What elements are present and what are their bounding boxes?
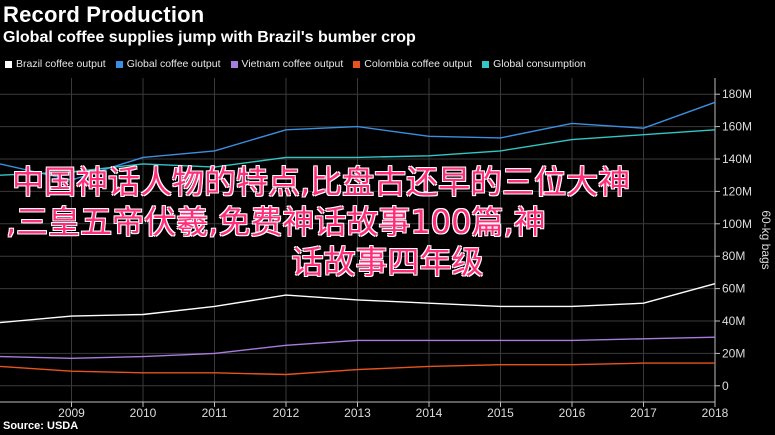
legend-item: Colombia coffee output <box>353 58 472 70</box>
y-tick-label: 60M <box>722 282 745 296</box>
series-line-brazil-coffee-output <box>0 283 716 324</box>
overlay-line-2: ,三皇五帝伏羲,免费神话故事100篇,神 <box>6 203 546 241</box>
source-note: Source: USDA <box>3 420 79 432</box>
series-line-global-consumption <box>0 129 716 176</box>
y-tick-label: 40M <box>722 314 745 328</box>
x-tick-label: 2014 <box>416 406 443 420</box>
legend-label: Brazil coffee output <box>16 58 106 70</box>
x-tick-label: 2010 <box>130 406 157 420</box>
x-tick-label: 2012 <box>273 406 300 420</box>
y-tick-label: 180M <box>722 87 752 101</box>
x-tick-label: 2011 <box>202 406 228 420</box>
y-tick-label: 160M <box>722 120 752 134</box>
legend-label: Colombia coffee output <box>364 58 473 70</box>
x-tick-label: 2015 <box>487 406 514 420</box>
y-axis-label: 60-kg bags <box>759 210 773 269</box>
overlay-text: 中国神话人物的特点,比盘古还早的三位大神 ,三皇五帝伏羲,免费神话故事100篇,… <box>0 162 775 282</box>
legend-swatch <box>115 60 123 68</box>
series-line-vietnam-coffee-output <box>0 336 716 359</box>
legend-label: Global coffee output <box>126 58 221 70</box>
chart-title: Record Production <box>3 2 205 27</box>
y-tick-label: 80M <box>722 249 745 263</box>
legend-item: Vietnam coffee output <box>230 58 344 70</box>
x-tick-label: 2016 <box>559 406 586 420</box>
overlay-line-1: 中国神话人物的特点,比盘古还早的三位大神 <box>12 163 631 201</box>
legend-swatch <box>353 60 361 68</box>
legend-swatch <box>230 60 238 68</box>
legend-swatch <box>5 60 12 68</box>
y-tick-label: 100M <box>722 217 752 231</box>
y-tick-label: 20M <box>722 346 745 360</box>
chart-subtitle: Global coffee supplies jump with Brazil'… <box>3 29 416 46</box>
x-tick-label: 2018 <box>702 406 729 420</box>
series-line-colombia-coffee-output <box>0 362 715 376</box>
overlay-line-3: 话故事四年级 <box>291 243 484 281</box>
x-tick-label: 2013 <box>344 406 371 420</box>
y-tick-label: 140M <box>722 152 752 166</box>
y-tick-label: 0 <box>722 379 729 393</box>
legend-item: Global consumption <box>482 58 586 70</box>
legend-label: Vietnam coffee output <box>241 58 344 70</box>
legend-item: Brazil coffee output <box>5 58 106 70</box>
x-tick-label: 2009 <box>58 406 85 420</box>
x-tick-label: 2017 <box>630 406 657 420</box>
series-line-global-coffee-output <box>0 101 716 181</box>
legend-label: Global consumption <box>493 58 586 70</box>
legend-item: Global coffee output <box>115 58 221 70</box>
chart-legend: Brazil coffee output Global coffee output… <box>5 58 586 70</box>
y-tick-label: 120M <box>722 184 752 198</box>
legend-swatch <box>482 60 490 68</box>
